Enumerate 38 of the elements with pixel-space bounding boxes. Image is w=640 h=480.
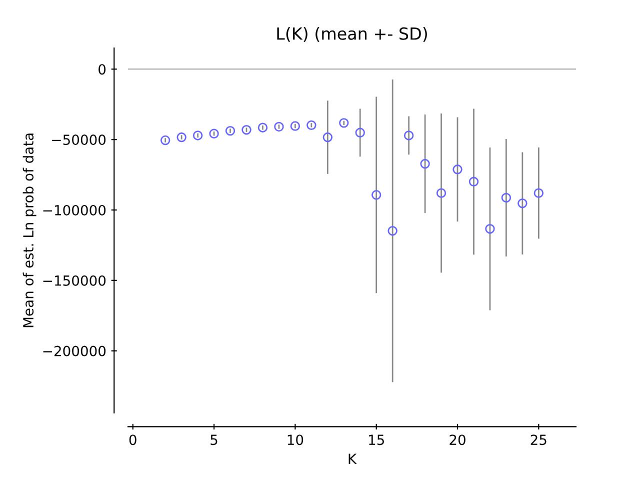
point	[452, 164, 462, 174]
point	[485, 224, 495, 234]
point	[274, 122, 284, 132]
point	[518, 198, 528, 208]
x-tick-label: 15	[369, 434, 384, 446]
point	[322, 132, 333, 142]
chart-title: L(K) (mean +- SD)	[277, 27, 427, 42]
point	[420, 158, 430, 169]
point	[404, 130, 414, 140]
point	[371, 190, 382, 200]
point	[339, 118, 349, 128]
point	[160, 135, 170, 146]
point	[209, 128, 219, 138]
x-tick-label: 25	[530, 434, 546, 446]
x-tick-label: 10	[288, 434, 304, 446]
point	[355, 128, 365, 138]
point	[258, 122, 268, 132]
y-tick-label: −150000	[43, 275, 106, 286]
point	[468, 176, 479, 187]
y-tick-label: −50000	[52, 134, 106, 146]
x-tick-label: 5	[210, 434, 218, 446]
y-tick-label: −100000	[43, 204, 106, 216]
y-tick-label: −200000	[43, 346, 106, 356]
point	[388, 226, 398, 236]
point	[225, 126, 236, 136]
y-tick-label: 0	[98, 64, 106, 75]
x-axis-title: K	[348, 454, 357, 464]
point	[501, 192, 512, 203]
point	[176, 132, 186, 142]
x-tick-label: 20	[450, 434, 466, 446]
point	[192, 130, 203, 140]
x-tick-label: 0	[129, 434, 136, 446]
point	[436, 188, 446, 198]
point	[242, 124, 252, 135]
y-axis-title: Mean of est. Ln prob of data	[22, 134, 36, 328]
point	[306, 120, 316, 130]
point	[290, 121, 300, 131]
point	[534, 188, 544, 198]
